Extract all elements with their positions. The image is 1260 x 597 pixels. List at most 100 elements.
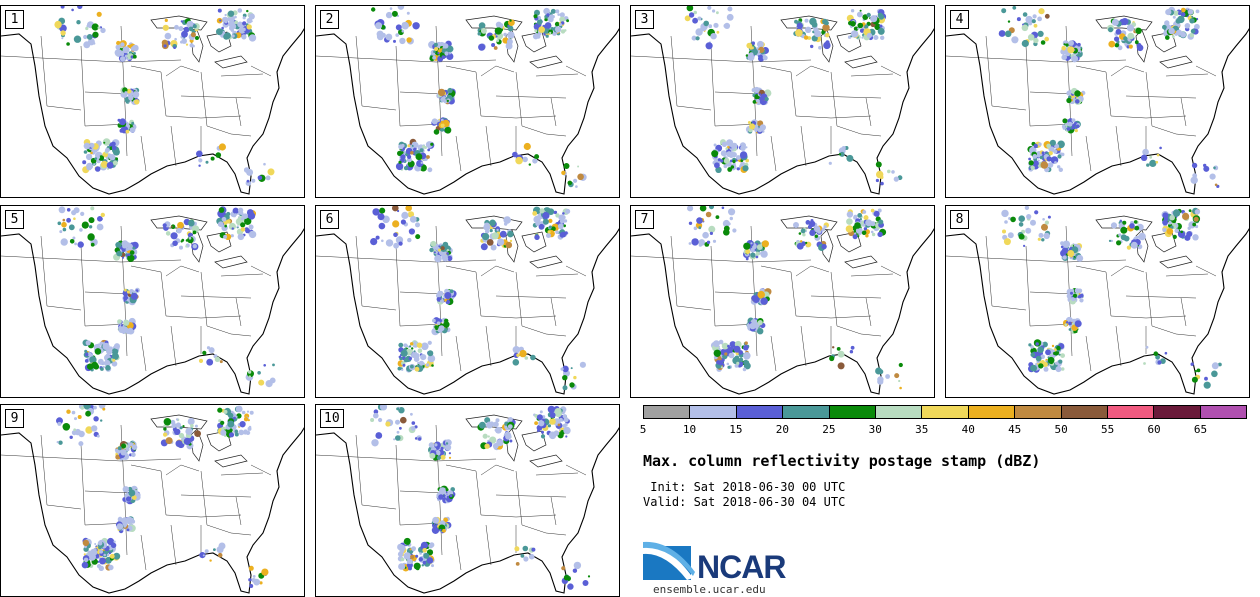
state-border (84, 490, 132, 494)
radar-echo (480, 243, 488, 251)
radar-echo (1061, 45, 1066, 51)
radar-echo (246, 24, 252, 30)
radar-echo (248, 578, 252, 582)
radar-echo (106, 553, 110, 557)
radar-echo (712, 9, 716, 13)
radar-echo (446, 252, 449, 255)
radar-echo (758, 50, 761, 52)
radar-echo (693, 10, 697, 15)
radar-echo (218, 143, 226, 151)
radar-echo (758, 55, 765, 62)
radar-echo (718, 339, 724, 345)
radar-echo (1012, 6, 1017, 10)
radar-echo (877, 208, 882, 213)
radar-echo (825, 33, 830, 38)
map-canvas (946, 6, 1249, 195)
radar-echo (720, 150, 727, 157)
radar-echo (449, 289, 454, 294)
state-border (1025, 245, 1031, 327)
radar-echo (419, 552, 422, 555)
state-border (80, 444, 86, 526)
radar-echo (541, 430, 544, 434)
radar-echo (489, 421, 495, 427)
radar-echo (721, 141, 727, 147)
radar-echo (234, 15, 237, 19)
radar-echo (243, 417, 249, 422)
radar-echo (375, 22, 383, 30)
radar-echo (409, 548, 412, 551)
radar-echo (392, 206, 399, 212)
radar-echo (531, 547, 536, 552)
radar-echo (433, 129, 440, 135)
radar-echo (1195, 9, 1200, 14)
radar-echo (407, 144, 411, 148)
radar-echo (66, 217, 71, 223)
state-border (165, 115, 242, 119)
radar-echo (1028, 21, 1033, 26)
radar-echo (80, 406, 85, 410)
coastline (946, 28, 1249, 195)
radar-echo (718, 360, 724, 366)
radar-echo (1021, 24, 1029, 32)
state-border (1085, 135, 1092, 172)
radar-echo (1184, 234, 1191, 241)
state-border (485, 524, 492, 566)
radar-echo (503, 32, 507, 37)
colorbar-tick-label: 40 (961, 423, 975, 436)
state-border (631, 255, 812, 263)
radar-echo (555, 9, 560, 14)
state-border (1165, 273, 1209, 277)
radar-echo (114, 49, 123, 57)
radar-echo (68, 224, 75, 231)
radar-echo (69, 239, 75, 244)
radar-echo (420, 354, 427, 361)
state-border (830, 271, 838, 327)
great-lake-outline (1095, 215, 1153, 231)
map-canvas (631, 6, 934, 195)
radar-echo (796, 22, 803, 29)
radar-echo (219, 19, 222, 22)
radar-echo (573, 375, 577, 380)
radar-echo (66, 409, 71, 414)
radar-echo (441, 55, 446, 60)
radar-echo (484, 443, 490, 449)
radar-echo (217, 8, 222, 13)
radar-echo (393, 242, 399, 249)
radar-echo (1030, 146, 1036, 152)
radar-echo (563, 574, 570, 581)
radar-echo (523, 556, 529, 562)
radar-echo (428, 442, 435, 448)
radar-echo (711, 150, 719, 158)
radar-echo (120, 56, 126, 62)
radar-echo (429, 452, 436, 459)
radar-echo (750, 242, 753, 245)
radar-echo (899, 386, 902, 390)
radar-echo (715, 215, 720, 219)
radar-echo (372, 208, 380, 216)
state-border (316, 55, 497, 63)
state-border (1180, 97, 1187, 127)
radar-echo (132, 44, 139, 52)
radar-echo (512, 346, 520, 354)
radar-echo (179, 245, 183, 250)
radar-echo (127, 327, 134, 334)
radar-echo (495, 35, 498, 38)
radar-echo (749, 46, 753, 50)
state-border (550, 496, 557, 526)
radar-echo (866, 32, 873, 39)
radar-echo (400, 557, 405, 562)
radar-echo (431, 526, 440, 534)
radar-echo (1066, 127, 1071, 131)
radar-echo (738, 357, 744, 362)
radar-echo (220, 34, 224, 38)
radar-echo (714, 162, 720, 169)
radar-echo (807, 224, 813, 229)
figure-title: Max. column reflectivity postage stamp (… (643, 452, 1041, 470)
radar-echo (733, 345, 741, 353)
radar-echo (496, 439, 504, 447)
radar-echo (509, 439, 513, 443)
radar-echo (443, 257, 446, 260)
radar-echo (489, 229, 493, 233)
radar-echo (1074, 90, 1081, 97)
radar-echo (90, 242, 95, 247)
